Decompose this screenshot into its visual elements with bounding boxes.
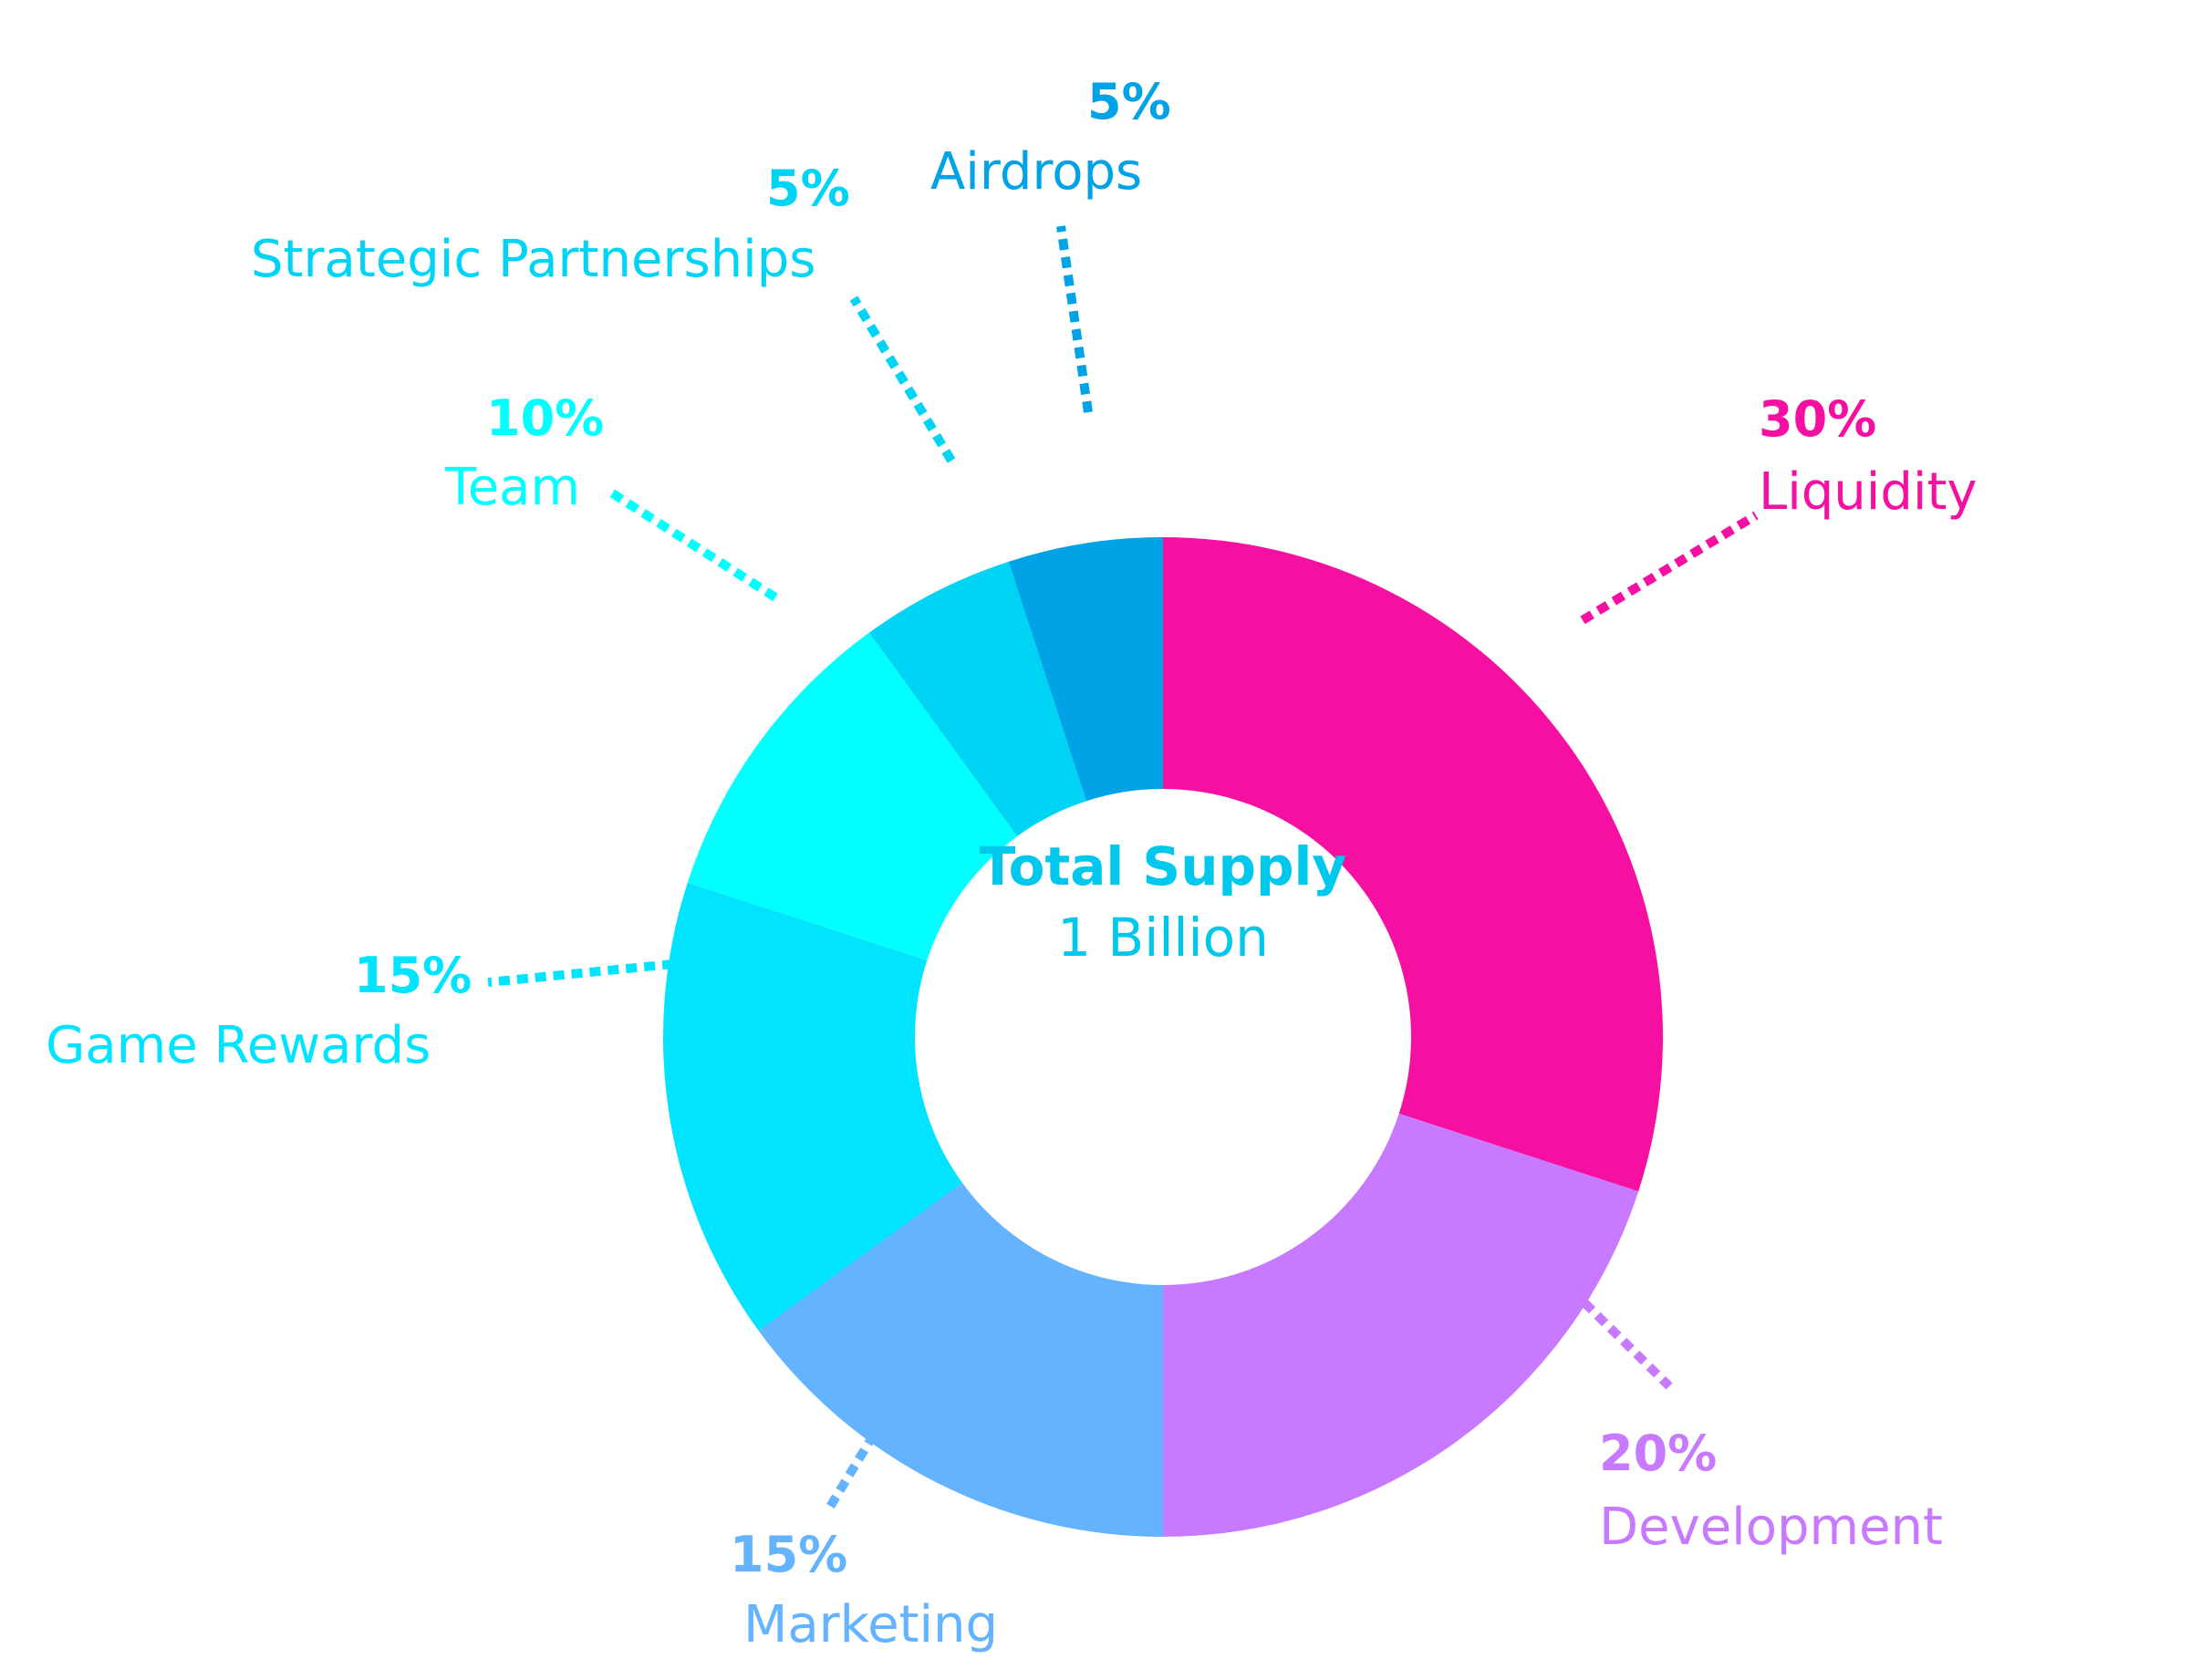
- slice-percent-team: 10%: [486, 389, 604, 447]
- slice-name-team: Team: [444, 458, 580, 517]
- leader-line-game-rewards: [487, 959, 674, 987]
- slice-percent-strategic-partnerships: 5%: [766, 160, 850, 217]
- slice-percent-development: 20%: [1599, 1425, 1717, 1482]
- slice-marketing: [758, 1182, 1163, 1537]
- slice-development: [1163, 1114, 1639, 1537]
- slice-team: [687, 632, 1018, 960]
- center-value: 1 Billion: [1057, 907, 1269, 969]
- slice-percent-airdrops: 5%: [1087, 73, 1171, 130]
- leader-line-team: [608, 488, 778, 602]
- slice-name-liquidity: Liquidity: [1759, 462, 1978, 522]
- slice-percent-game-rewards: 15%: [354, 947, 472, 1004]
- leader-line-strategic-partnerships: [849, 296, 956, 463]
- slice-percent-marketing: 15%: [730, 1526, 847, 1583]
- slice-liquidity: [1163, 537, 1663, 1192]
- center-title: Total Supply: [980, 835, 1346, 897]
- slice-name-airdrops: Airdrops: [930, 142, 1142, 202]
- slice-percent-liquidity: 30%: [1759, 390, 1876, 448]
- leader-line-development: [1529, 1248, 1673, 1390]
- leader-lines-layer: [487, 225, 1759, 1509]
- slices-layer: [663, 537, 1663, 1537]
- slice-game-rewards: [663, 882, 962, 1332]
- slice-name-development: Development: [1599, 1498, 1943, 1557]
- slice-name-game-rewards: Game Rewards: [46, 1016, 431, 1075]
- slice-name-marketing: Marketing: [743, 1595, 998, 1654]
- slice-strategic-partnerships: [868, 561, 1086, 836]
- leader-line-marketing: [826, 1338, 935, 1509]
- leader-line-airdrops: [1056, 225, 1093, 413]
- slice-name-strategic-partnerships: Strategic Partnerships: [251, 230, 815, 289]
- center-label: Total Supply 1 Billion: [980, 835, 1346, 969]
- slice-airdrops: [1008, 537, 1163, 802]
- leader-line-liquidity: [1580, 511, 1759, 625]
- slice-labels-layer: 30% Liquidity 20% Development 15% Marketing 15…: [46, 73, 1978, 1654]
